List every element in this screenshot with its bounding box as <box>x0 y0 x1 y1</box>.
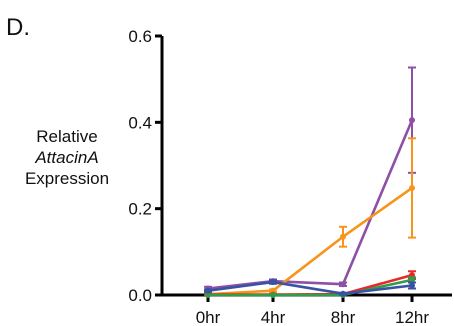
data-point <box>205 292 211 298</box>
x-tick-label: 12hr <box>395 308 429 326</box>
y-tick-label: 0.2 <box>128 200 152 219</box>
y-tick-label: 0.4 <box>128 113 152 132</box>
data-point <box>409 282 415 289</box>
data-point <box>205 287 211 294</box>
y-axis-label-line-1: Relative <box>36 127 98 146</box>
series-line <box>207 119 414 290</box>
series-line <box>208 278 413 297</box>
data-point <box>409 276 415 283</box>
data-point <box>409 184 415 191</box>
x-tick-label: 8hr <box>331 308 356 326</box>
y-axis-label: Relative AttacinA Expression <box>14 126 120 189</box>
y-tick-label: 0.6 <box>128 27 152 46</box>
panel-label: D. <box>6 14 30 41</box>
data-point <box>340 290 346 297</box>
data-point <box>340 233 346 240</box>
series-2 <box>204 137 416 298</box>
x-tick-label: 0hr <box>196 308 221 326</box>
series-layer <box>204 66 416 298</box>
series-line <box>207 280 413 296</box>
data-point <box>270 292 276 298</box>
series-1 <box>204 66 416 292</box>
data-point <box>409 117 415 124</box>
y-axis-label-line-2: AttacinA <box>35 148 99 167</box>
y-axis-label-line-3: Expression <box>24 169 110 188</box>
data-point <box>340 281 346 288</box>
x-tick-label: 4hr <box>261 308 286 326</box>
axes: 0.0 0.2 0.4 0.6 0hr 4hr 8hr 12hr <box>128 27 452 326</box>
data-point <box>270 279 276 286</box>
y-tick-label: 0.0 <box>128 286 152 305</box>
series-line <box>207 186 413 296</box>
series-5 <box>204 279 416 297</box>
